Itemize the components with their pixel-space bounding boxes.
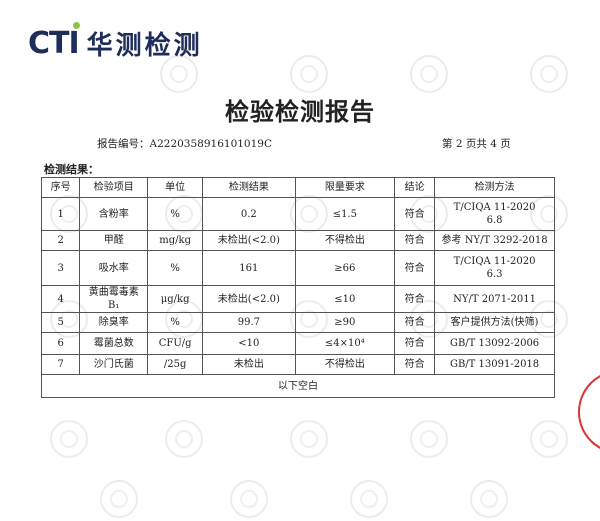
table-row: 7 沙门氏菌/25g 未检出 不得检出 符合 GB/T 13091-2018 xyxy=(40,354,555,375)
header-cell: 限量要求 xyxy=(294,177,396,198)
table-cell: ≤1.5 xyxy=(294,197,396,231)
table-cell: 2 xyxy=(40,230,81,251)
header-cell: 检验项目 xyxy=(79,177,149,198)
table-cell: 符合 xyxy=(394,332,436,355)
cti-watermark-icon xyxy=(165,420,203,458)
table-row: 5 除臭率% 99.7 ≥90 符合 客户提供方法(快筛) xyxy=(40,312,555,333)
table-cell: 沙门氏菌 xyxy=(79,354,149,375)
header-cell: 结论 xyxy=(394,177,436,198)
table-row: 1 含粉率% 0.2 ≤1.5 符合 T/CIQA 11-2020 6.8 xyxy=(40,197,555,231)
cti-watermark-icon xyxy=(410,420,448,458)
table-cell: ≤4×10⁴ xyxy=(294,332,396,355)
table-cell: 参考 NY/T 3292-2018 xyxy=(434,230,555,251)
table-cell: GB/T 13092-2006 xyxy=(434,332,555,355)
table-row: 6 霉菌总数 CFU/g <10 ≤4×10⁴ 符合 GB/T 13092-2006 xyxy=(40,332,555,355)
table-cell: 7 xyxy=(40,354,81,375)
table-cell: 不得检出 xyxy=(294,354,396,375)
header-cell: 单位 xyxy=(147,177,204,198)
table-cell: 未检出(<2.0) xyxy=(202,230,296,251)
company-logo: CTI 华测检测 xyxy=(28,22,203,62)
page-title: 检验检测报告 xyxy=(225,97,375,126)
logo-name: 华测检测 xyxy=(86,31,203,61)
table-row: 2 甲醛 mg/kg 未检出(<2.0) 不得检出 符合 参考 NY/T 3292-2018 xyxy=(40,230,555,251)
table-cell: μg/kg xyxy=(147,285,204,313)
table-cell: mg/kg xyxy=(147,230,204,251)
table-cell: 99.7 xyxy=(202,312,296,333)
table-cell: 6 xyxy=(40,332,81,355)
table-cell: 甲醛 xyxy=(79,230,149,251)
report-number: 报告编号：A2220358916101019C xyxy=(97,138,273,150)
results-table: 序号 检验项目 单位 检测结果 限量要求 结论 检测方法 1 含粉率% 0.2 ≤1.5 符合 T/CI… xyxy=(40,177,555,398)
table-cell: % xyxy=(147,250,204,286)
table-cell: ≥66 xyxy=(294,250,396,286)
table-cell: 不得检出 xyxy=(294,230,396,251)
header-cell: 检测方法 xyxy=(434,177,555,198)
table-cell: CFU/g xyxy=(147,332,204,355)
table-cell: 161 xyxy=(202,250,296,286)
table-row: 4 黄曲霉毒素 B₁ μg/kg 未检出(<2.0) ≤10 符合 NY/T 2071-20… xyxy=(40,285,555,313)
table-cell: T/CIQA 11-2020 6.3 xyxy=(434,250,555,286)
cti-watermark-icon xyxy=(230,480,268,518)
table-cell: % xyxy=(147,312,204,333)
cti-watermark-icon xyxy=(350,480,388,518)
table-cell: 符合 xyxy=(394,354,436,375)
cti-watermark-icon xyxy=(470,480,508,518)
table-cell: ≥90 xyxy=(294,312,396,333)
table-cell: 符合 xyxy=(394,312,436,333)
header-cell: 检测结果 xyxy=(202,177,296,198)
table-cell: 黄曲霉毒素 B₁ xyxy=(79,285,149,313)
table-header-row: 序号 检验项目 单位 检测结果 限量要求 结论 检测方法 xyxy=(40,177,555,198)
table-cell: 吸水率 xyxy=(79,250,149,286)
blank-below-note: 以下空白 xyxy=(41,374,555,398)
section-heading: 检测结果： xyxy=(44,163,99,176)
table-cell: 符合 xyxy=(394,230,436,251)
header-cell: 序号 xyxy=(40,177,81,198)
table-cell: NY/T 2071-2011 xyxy=(434,285,555,313)
logo-brand: CTI xyxy=(28,26,80,61)
cti-watermark-icon xyxy=(530,420,568,458)
page-info: 第 2 页共 4 页 xyxy=(442,138,511,150)
red-seal-stamp xyxy=(578,370,600,454)
table-cell: /25g xyxy=(147,354,204,375)
table-cell: 符合 xyxy=(394,197,436,231)
table-cell: 未检出 xyxy=(202,354,296,375)
table-footer-row: 以下空白 xyxy=(41,374,555,398)
cti-watermark-icon xyxy=(530,55,568,93)
table-cell: 5 xyxy=(40,312,81,333)
table-cell: 符合 xyxy=(394,285,436,313)
table-cell: 除臭率 xyxy=(79,312,149,333)
table-cell: <10 xyxy=(202,332,296,355)
table-cell: GB/T 13091-2018 xyxy=(434,354,555,375)
table-cell: 霉菌总数 xyxy=(79,332,149,355)
table-cell: 含粉率 xyxy=(79,197,149,231)
logo-dot xyxy=(73,22,80,29)
table-cell: T/CIQA 11-2020 6.8 xyxy=(434,197,555,231)
cti-watermark-icon xyxy=(100,480,138,518)
table-cell: 3 xyxy=(40,250,81,286)
table-cell: 4 xyxy=(40,285,81,313)
table-cell: 0.2 xyxy=(202,197,296,231)
table-cell: 符合 xyxy=(394,250,436,286)
table-cell: 1 xyxy=(40,197,81,231)
table-cell: % xyxy=(147,197,204,231)
cti-watermark-icon xyxy=(50,420,88,458)
cti-watermark-icon xyxy=(160,55,198,93)
table-cell: 未检出(<2.0) xyxy=(202,285,296,313)
cti-watermark-icon xyxy=(290,55,328,93)
table-row: 3 吸水率% 161 ≥66 符合 T/CIQA 11-2020 6.3 xyxy=(40,250,555,286)
table-cell: ≤10 xyxy=(294,285,396,313)
table-cell: 客户提供方法(快筛) xyxy=(434,312,555,333)
cti-watermark-icon xyxy=(410,55,448,93)
cti-watermark-icon xyxy=(290,420,328,458)
